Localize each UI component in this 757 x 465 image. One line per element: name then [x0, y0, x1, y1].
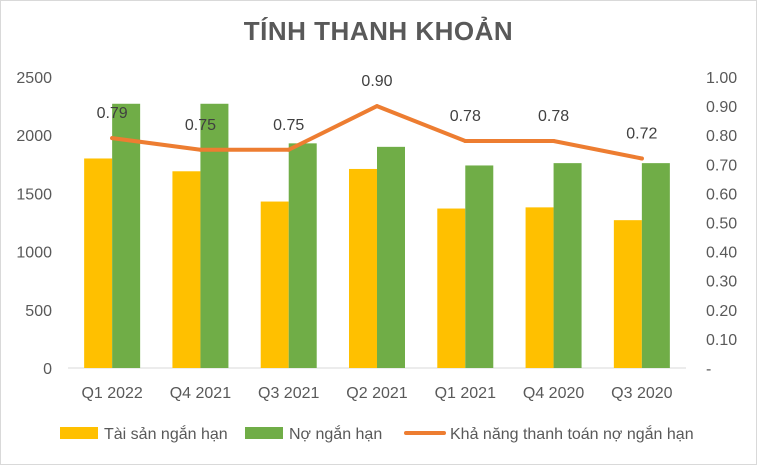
legend: Tài sản ngắn hạn Nợ ngắn hạn Khả năng than… [60, 424, 694, 443]
line-point [110, 136, 115, 141]
chart-title: TÍNH THANH KHOẢN [243, 16, 514, 46]
y-right-tick-label: 0.50 [706, 216, 737, 233]
bar-group [84, 103, 670, 368]
line-point [286, 147, 291, 152]
bar-tai-san-ngan-han [349, 168, 377, 368]
y-right-tick-label: 1.00 [706, 70, 737, 87]
line-point [463, 139, 468, 144]
legend-item: Tài sản ngắn hạn [60, 424, 228, 443]
y-left-tick-label: 1500 [16, 186, 52, 203]
y-right-tick-label: 0.40 [706, 245, 737, 262]
legend-swatch [245, 427, 283, 439]
x-tick-label: Q1 2021 [435, 385, 496, 402]
y-axis-right: - 0.10 0.20 0.30 0.40 0.50 0.60 0.70 0.80 0.90 1.0… [706, 70, 737, 378]
line-data-label: 0.78 [538, 108, 569, 125]
y-right-tick-label: 0.20 [706, 303, 737, 320]
bar-tai-san-ngan-han [172, 171, 201, 368]
x-tick-label: Q4 2020 [523, 385, 584, 402]
line-point [375, 104, 379, 109]
line-data-label: 0.75 [273, 117, 304, 134]
y-right-tick-label: 0.90 [706, 99, 737, 116]
legend-label: Khả năng thanh toán nợ ngắn hạn [450, 424, 694, 443]
y-left-tick-label: 500 [25, 303, 52, 320]
y-left-tick-label: 2000 [16, 128, 52, 145]
bar-no-ngan-han [641, 163, 670, 368]
legend-item: Nợ ngắn hạn [245, 424, 382, 443]
line-point [551, 139, 556, 144]
line-data-label: 0.75 [185, 117, 216, 134]
legend-label: Nợ ngắn hạn [289, 424, 382, 443]
y-axis-left: 0 500 1000 1500 2000 2500 [16, 70, 52, 378]
x-tick-label: Q1 2022 [81, 385, 142, 402]
bar-no-ngan-han [377, 146, 405, 368]
bar-tai-san-ngan-han [260, 201, 289, 368]
bar-tai-san-ngan-han [613, 220, 642, 368]
y-left-tick-label: 2500 [16, 70, 52, 87]
x-tick-label: Q3 2020 [611, 385, 672, 402]
y-right-tick-label: 0.80 [706, 128, 737, 145]
bar-tai-san-ngan-han [437, 208, 466, 368]
bar-no-ngan-han [553, 163, 582, 368]
y-right-tick-label: 0.30 [706, 274, 737, 291]
y-right-tick-label: 0.60 [706, 186, 737, 203]
bar-no-ngan-han [112, 103, 141, 368]
bar-no-ngan-han [200, 103, 229, 368]
y-right-tick-label: 0.70 [706, 157, 737, 174]
line-data-label: 0.79 [97, 105, 128, 122]
y-right-tick-label: 0.10 [706, 332, 737, 349]
y-right-tick-label: - [706, 361, 711, 378]
legend-label: Tài sản ngắn hạn [104, 424, 228, 443]
bar-no-ngan-han [465, 165, 494, 368]
line-point [198, 147, 203, 152]
x-tick-label: Q2 2021 [346, 385, 407, 402]
x-tick-label: Q4 2021 [170, 385, 231, 402]
y-left-tick-label: 0 [43, 361, 52, 378]
bar-no-ngan-han [288, 143, 317, 368]
line-point [639, 156, 644, 161]
line-data-label: 0.72 [626, 125, 657, 142]
line-data-label: 0.78 [450, 108, 481, 125]
bar-tai-san-ngan-han [84, 158, 113, 368]
bar-tai-san-ngan-han [525, 207, 554, 368]
legend-item: Khả năng thanh toán nợ ngắn hạn [404, 424, 694, 443]
line-series [110, 104, 644, 161]
data-labels: 0.79 0.75 0.75 0.90 0.78 0.78 0.72 [97, 73, 658, 142]
legend-swatch [60, 427, 98, 439]
x-tick-label: Q3 2021 [258, 385, 319, 402]
y-left-tick-label: 1000 [16, 245, 52, 262]
line-data-label: 0.90 [361, 73, 392, 90]
x-axis: Q1 2022 Q4 2021 Q3 2021 Q2 2021 Q1 2021 Q4 20… [81, 385, 672, 402]
